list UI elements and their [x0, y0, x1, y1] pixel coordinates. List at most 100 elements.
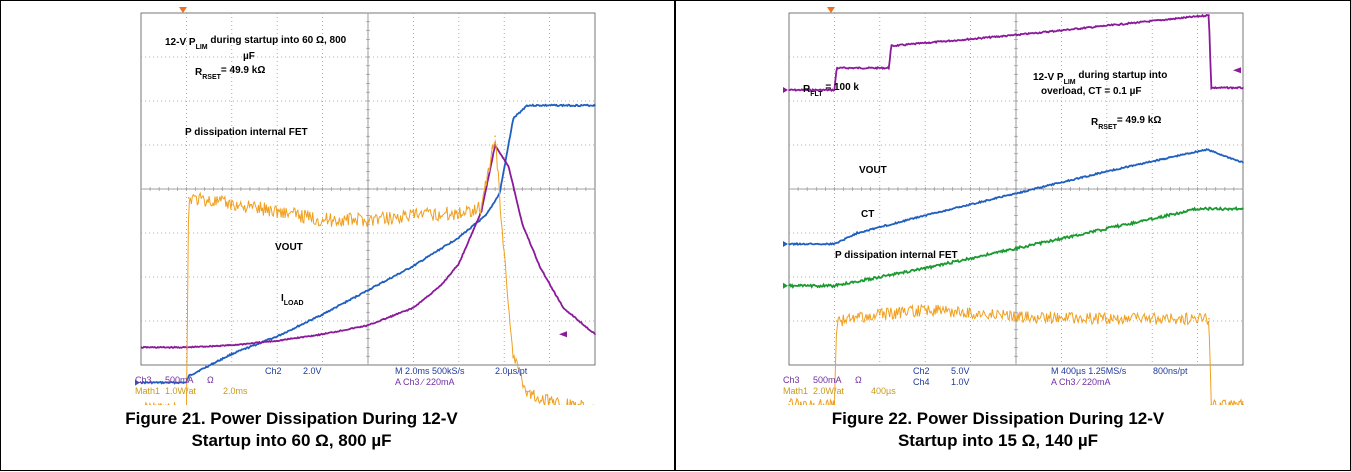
power-dissipation-point [1208, 318, 1210, 320]
power-dissipation-point [879, 313, 881, 316]
power-dissipation-label: P dissipation internal FET [185, 127, 308, 138]
vout-point [833, 243, 836, 245]
iload-point [231, 344, 233, 347]
rset-label: RRSET= 49.9 kΩ [1091, 115, 1161, 131]
figure-21-panel: 2M112-V PLIM during startup into 60 Ω, 8… [0, 0, 675, 471]
vout-point [458, 236, 460, 239]
vout-point [367, 289, 369, 292]
power-dissipation-point [833, 403, 836, 405]
readout-math1-time: 400µs [871, 386, 896, 396]
ct-point [1015, 247, 1017, 250]
readout-ch4-scale: 1.0V [951, 377, 970, 387]
readout-ohm: Ω [855, 375, 862, 385]
iload-point [507, 166, 510, 168]
power-dissipation-point [1242, 403, 1244, 405]
vout-point [276, 335, 278, 338]
readout-ch3-scale: 500mA [165, 375, 194, 385]
graticule [140, 12, 596, 366]
ct-point [1106, 227, 1108, 230]
iload-point [412, 307, 415, 309]
power-dissipation-point [526, 390, 528, 393]
vout-point [1205, 148, 1208, 151]
readout-ch3: Ch3 [783, 375, 800, 385]
power-dissipation-point [503, 254, 506, 256]
power-dissipation-point [548, 401, 551, 404]
rflt-label: RFLT = 100 k [803, 82, 859, 98]
ct-point [1196, 208, 1199, 210]
vout-point [526, 104, 528, 107]
power-dissipation-point [835, 320, 838, 322]
ct-label: CT [861, 209, 874, 220]
vout-point [788, 243, 790, 245]
power-dissipation-point [788, 403, 790, 405]
figure-22-panel: 324M1RFLT = 100 k12-V PLIM during startu… [675, 0, 1351, 471]
iload-point [458, 263, 460, 265]
power-dissipation-point [367, 219, 369, 221]
readout-ch4: Ch4 [913, 377, 930, 387]
power-dissipation-point [1106, 318, 1108, 320]
vout-point [321, 313, 324, 316]
ch2-marker: 2 [135, 379, 140, 386]
iload-point [594, 333, 596, 336]
power-dissipation-point [458, 212, 460, 214]
vout-point [485, 214, 487, 217]
iload-point [833, 89, 836, 91]
vout-point [1015, 192, 1017, 195]
power-dissipation-point [276, 210, 278, 212]
readout-timebase: M 2.0ms 500kS/s [395, 366, 465, 376]
iload-point [439, 285, 442, 287]
vout-point [187, 375, 190, 377]
vout-point [1106, 170, 1108, 173]
scope-plot: 2M112-V PLIM during startup into 60 Ω, 8… [135, 7, 596, 405]
plot-title-cont: µF [243, 51, 255, 62]
power-dissipation-point [1015, 315, 1017, 318]
power-dissipation-point [1210, 403, 1212, 405]
ch3-offset-arrow-icon [1233, 67, 1241, 74]
iload-point [1208, 14, 1210, 16]
iload-point [562, 307, 564, 309]
vout-point [140, 381, 142, 384]
readout-ch3-scale: 500mA [813, 375, 842, 385]
oscilloscope-capture: 324M1RFLT = 100 k12-V PLIM during startu… [783, 5, 1248, 405]
readout-math1: Math1 [135, 386, 160, 396]
power-dissipation-point [231, 203, 233, 206]
vout-label: VOUT [275, 242, 303, 253]
plot-title: 12-V PLIM during startup into 60 Ω, 800 [165, 35, 347, 51]
ct-trace [788, 205, 1244, 289]
vout-point [412, 265, 415, 267]
iload-point [788, 89, 790, 91]
readout-points: 800ns/pt [1153, 366, 1188, 376]
vout-point [856, 232, 858, 234]
readout-math1-scale: 2.0W/at [813, 386, 845, 396]
scope-plot: 324M1RFLT = 100 k12-V PLIM during startu… [783, 7, 1244, 405]
iload-label: ILOAD [281, 293, 304, 307]
power-dissipation-point [412, 214, 415, 217]
iload-point [539, 267, 542, 270]
rset-label: RRSET= 49.9 kΩ [195, 65, 265, 81]
plot-title: 12-V PLIM during startup into [1033, 70, 1167, 86]
readout-ch2-scale: 5.0V [951, 366, 970, 376]
ct-point [788, 285, 790, 287]
vout-point [594, 104, 596, 107]
caption-line-2: Startup into 15 Ω, 140 µF [897, 431, 1099, 450]
iload-point [1210, 87, 1212, 89]
readout-timebase: M 400µs 1.25MS/s [1051, 366, 1127, 376]
trigger-position-icon [179, 7, 187, 13]
readout-math1: Math1 [783, 386, 808, 396]
readout-ohm: Ω [207, 375, 214, 385]
vout-point [231, 353, 233, 355]
iload-point [890, 45, 892, 47]
power-dissipation-point [512, 355, 515, 358]
ct-point [833, 285, 836, 287]
readout-ch3: Ch3 [135, 375, 152, 385]
readout-math1-time: 2.0ms [223, 386, 248, 396]
oscilloscope-capture: 2M112-V PLIM during startup into 60 Ω, 8… [135, 5, 600, 405]
caption-line-1: Figure 21. Power Dissipation During 12-V [125, 409, 458, 428]
iload-point [321, 333, 324, 336]
readout-trigger: A Ch3 ∕ 220mA [395, 377, 455, 387]
readout-ch2: Ch2 [913, 366, 930, 376]
power-dissipation-label: P dissipation internal FET [835, 250, 958, 261]
vout-label: VOUT [859, 165, 887, 176]
trigger-position-icon [827, 7, 835, 13]
vout-point [512, 117, 515, 120]
